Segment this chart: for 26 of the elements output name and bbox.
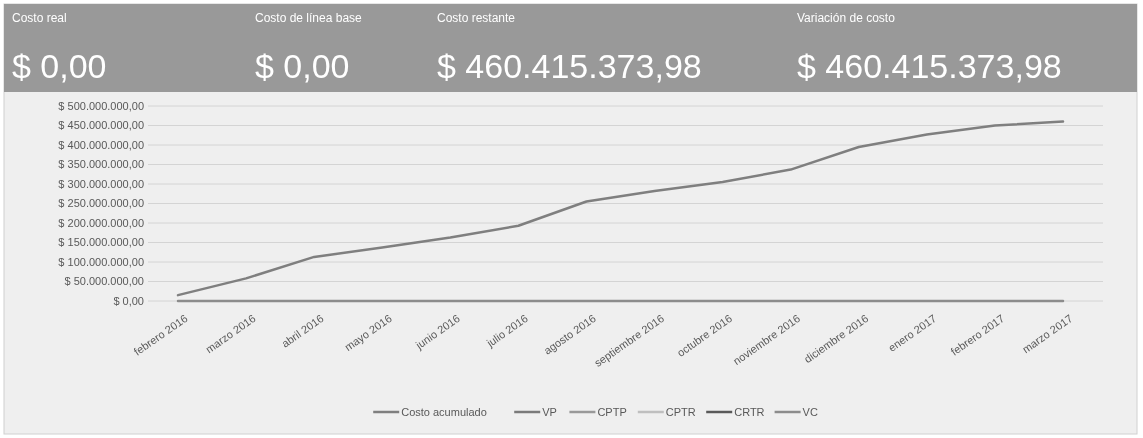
y-tick-label: $ 200.000.000,00 — [58, 216, 144, 229]
legend-label: VC — [802, 405, 818, 418]
y-tick-label: $ 250.000.000,00 — [58, 197, 144, 210]
y-tick-label: $ 400.000.000,00 — [58, 138, 144, 151]
y-tick-label: $ 100.000.000,00 — [58, 255, 144, 268]
y-tick-label: $ 350.000.000,00 — [58, 158, 144, 171]
y-tick-label: $ 0,00 — [113, 294, 144, 307]
text: $ 0,00 — [255, 47, 350, 85]
legend-label: CPTP — [597, 405, 627, 418]
text: $ 460.415.373,98 — [437, 47, 702, 85]
text: Costo restante — [437, 11, 516, 25]
text: Variación de costo — [797, 11, 896, 25]
line-series — [176, 120, 1065, 297]
y-tick-label: $ 450.000.000,00 — [58, 119, 144, 132]
legend-label: Costo acumulado — [401, 405, 487, 418]
legend-label: VP — [542, 405, 557, 418]
legend-label: CRTR — [734, 405, 765, 418]
y-tick-label: $ 300.000.000,00 — [58, 177, 144, 190]
text: $ 0,00 — [12, 47, 107, 85]
legend-label: CPTR — [665, 405, 696, 418]
y-tick-label: $ 500.000.000,00 — [58, 99, 144, 112]
text: Costo de línea base — [255, 11, 363, 25]
text: Costo real — [12, 11, 67, 25]
y-tick-label: $ 150.000.000,00 — [58, 236, 144, 249]
y-tick-label: $ 50.000.000,00 — [64, 275, 144, 288]
text: $ 460.415.373,98 — [797, 47, 1062, 85]
